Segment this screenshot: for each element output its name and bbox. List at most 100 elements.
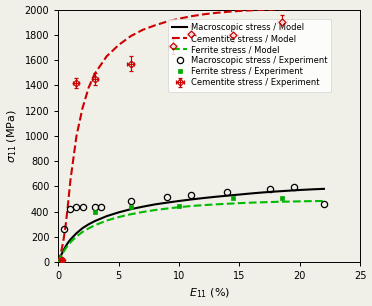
Ferrite stress / Model: [201, 203, 205, 207]
X-axis label: $E_{11}$ (%): $E_{11}$ (%): [189, 287, 230, 300]
Ferrite stress / Model: [58, 256, 63, 259]
Ferrite stress / Model: [86, 226, 91, 230]
Macroscopic stress / Experiment: [165, 195, 169, 199]
Ferrite stress / Model: [249, 201, 254, 204]
Cementite stress / Model: [273, 8, 278, 11]
Macroscopic stress / Model: [286, 189, 290, 192]
Macroscopic stress / Model: [322, 187, 326, 191]
Ferrite stress / Model: [177, 205, 181, 209]
Cementite stress / Model: [58, 252, 63, 255]
Macroscopic stress / Model: [116, 211, 121, 214]
Line: Ferrite stress / Experiment: Ferrite stress / Experiment: [60, 196, 284, 262]
Cementite stress / Model: [201, 13, 205, 16]
Ferrite stress / Model: [141, 210, 145, 214]
Ferrite stress / Model: [66, 243, 70, 247]
Cementite stress / Model: [189, 14, 193, 18]
Macroscopic stress / Model: [61, 249, 65, 253]
Ferrite stress / Experiment: [231, 196, 235, 200]
Ferrite stress / Model: [310, 199, 314, 203]
Macroscopic stress / Model: [80, 226, 85, 230]
Macroscopic stress / Experiment: [225, 190, 230, 194]
Y-axis label: $\sigma_{11}$ (MPa): $\sigma_{11}$ (MPa): [6, 109, 19, 163]
Cementite stress / Model: [66, 202, 70, 206]
Macroscopic stress / Model: [189, 198, 193, 201]
Cementite stress / Model: [74, 134, 79, 138]
Macroscopic stress / Experiment: [80, 205, 85, 208]
Macroscopic stress / Model: [58, 254, 63, 258]
Cementite stress / Model: [165, 20, 169, 23]
Cementite stress / Model: [177, 17, 181, 21]
Macroscopic stress / Model: [74, 231, 79, 235]
Macroscopic stress / Model: [213, 195, 218, 199]
Cementite stress / Model: [298, 7, 302, 11]
Cementite stress / Model: [262, 8, 266, 12]
Ferrite stress / Model: [237, 201, 242, 205]
Cementite stress / Model: [225, 10, 230, 14]
Macroscopic stress / Model: [237, 193, 242, 196]
Macroscopic stress / Model: [177, 199, 181, 203]
Ferrite stress / Model: [68, 241, 73, 244]
Cementite stress / Model: [322, 7, 326, 10]
Ferrite stress / Model: [92, 223, 97, 227]
Macroscopic stress / Model: [298, 188, 302, 192]
Macroscopic stress / Experiment: [189, 193, 193, 197]
Macroscopic stress / Experiment: [74, 205, 79, 209]
Line: Macroscopic stress / Model: Macroscopic stress / Model: [58, 189, 324, 262]
Ferrite stress / Model: [189, 204, 193, 208]
Ferrite stress / Model: [262, 200, 266, 204]
Cementite stress / Model: [68, 178, 73, 182]
Ferrite stress / Experiment: [129, 205, 133, 209]
Macroscopic stress / Model: [201, 196, 205, 200]
Ferrite stress / Model: [286, 200, 290, 203]
Cementite stress / Model: [86, 86, 91, 90]
Cementite stress / Model: [141, 28, 145, 32]
Cementite stress / Model: [56, 260, 61, 264]
Ferrite stress / Model: [116, 215, 121, 219]
Macroscopic stress / Experiment: [92, 205, 97, 208]
Ferrite stress / Model: [225, 202, 230, 206]
Macroscopic stress / Model: [249, 192, 254, 195]
Ferrite stress / Model: [129, 212, 133, 216]
Cementite stress / Model: [286, 7, 290, 11]
Cementite stress / Model: [213, 11, 218, 15]
Cementite stress / Model: [80, 106, 85, 110]
Ferrite stress / Model: [322, 199, 326, 203]
Macroscopic stress / Model: [225, 194, 230, 197]
Legend: Macroscopic stress / Model, Cementite stress / Model, Ferrite stress / Model, Ma: Macroscopic stress / Model, Cementite st…: [168, 19, 331, 91]
Macroscopic stress / Experiment: [322, 202, 326, 206]
Cementite stress / Model: [61, 240, 65, 244]
Macroscopic stress / Model: [141, 205, 145, 208]
Cementite stress / Model: [310, 7, 314, 10]
Line: Ferrite stress / Model: Ferrite stress / Model: [58, 201, 324, 262]
Ferrite stress / Experiment: [60, 258, 64, 262]
Ferrite stress / Experiment: [92, 210, 97, 214]
Macroscopic stress / Model: [273, 190, 278, 193]
Ferrite stress / Model: [63, 247, 68, 250]
Line: Macroscopic stress / Experiment: Macroscopic stress / Experiment: [61, 184, 327, 233]
Macroscopic stress / Model: [105, 214, 109, 218]
Cementite stress / Model: [63, 224, 68, 227]
Ferrite stress / Model: [74, 235, 79, 238]
Cementite stress / Model: [116, 43, 121, 47]
Macroscopic stress / Model: [129, 207, 133, 211]
Ferrite stress / Model: [61, 251, 65, 254]
Cementite stress / Model: [105, 54, 109, 58]
Ferrite stress / Model: [105, 219, 109, 222]
Macroscopic stress / Model: [68, 238, 73, 241]
Cementite stress / Model: [92, 72, 97, 76]
Macroscopic stress / Model: [63, 244, 68, 248]
Macroscopic stress / Experiment: [292, 185, 296, 189]
Ferrite stress / Model: [80, 230, 85, 234]
Cementite stress / Model: [153, 24, 157, 27]
Macroscopic stress / Model: [86, 222, 91, 226]
Macroscopic stress / Experiment: [98, 205, 103, 209]
Ferrite stress / Model: [273, 200, 278, 204]
Macroscopic stress / Model: [66, 241, 70, 244]
Ferrite stress / Model: [298, 200, 302, 203]
Ferrite stress / Model: [153, 208, 157, 212]
Macroscopic stress / Experiment: [129, 199, 133, 203]
Macroscopic stress / Model: [92, 219, 97, 223]
Macroscopic stress / Model: [56, 260, 61, 264]
Macroscopic stress / Experiment: [62, 228, 67, 231]
Ferrite stress / Experiment: [279, 196, 284, 200]
